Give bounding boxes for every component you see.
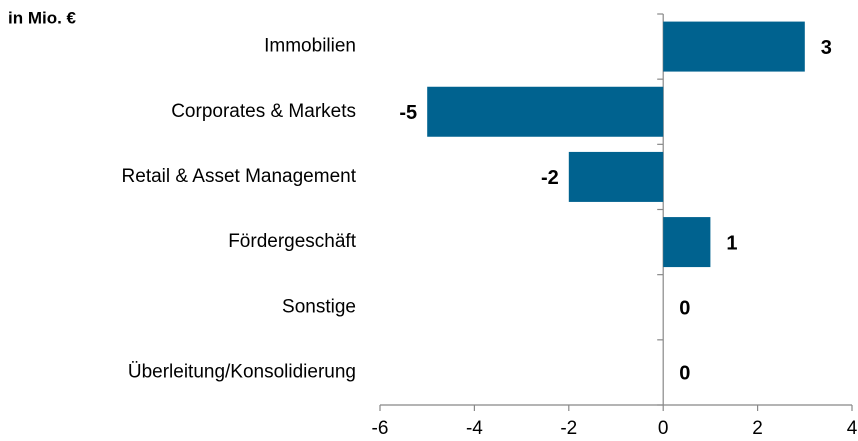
y-tick-label: Sonstige (282, 296, 356, 317)
data-label: 0 (679, 298, 690, 320)
data-label: 0 (679, 363, 690, 385)
data-label: 3 (821, 37, 832, 59)
bar (663, 217, 711, 268)
y-tick-label: Fördergeschäft (228, 231, 357, 252)
y-tick-label: Corporates & Markets (171, 101, 356, 122)
x-tick-label: 0 (658, 418, 669, 439)
x-tick-label: 2 (752, 418, 763, 439)
axis-label: in Mio. € (8, 8, 77, 27)
x-tick-label: -4 (466, 418, 483, 439)
bar (427, 86, 664, 137)
y-tick-label: Überleitung/Konsolidierung (128, 361, 356, 382)
data-label: -5 (399, 102, 417, 124)
data-label: -2 (541, 167, 559, 189)
bar (568, 151, 664, 202)
x-tick-label: 4 (847, 418, 858, 439)
y-tick-label: Immobilien (264, 36, 356, 57)
bar (663, 21, 805, 72)
y-tick-label: Retail & Asset Management (122, 166, 357, 187)
x-tick-label: -2 (560, 418, 577, 439)
x-tick-label: -6 (372, 418, 389, 439)
data-label: 1 (726, 232, 737, 254)
